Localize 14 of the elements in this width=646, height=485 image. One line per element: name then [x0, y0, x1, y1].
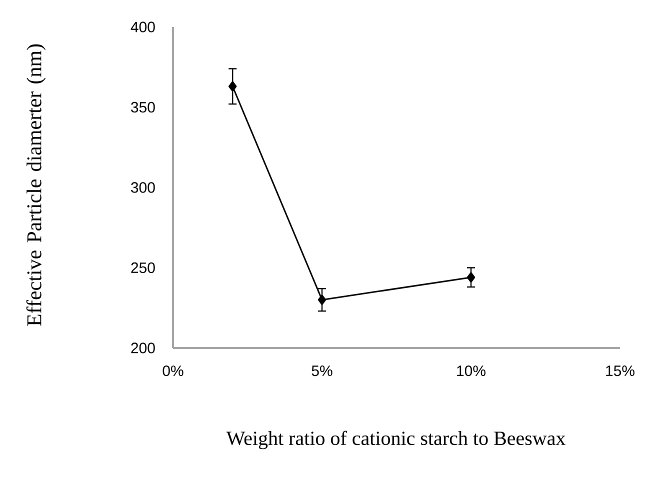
y-tick-label: 250	[131, 262, 155, 274]
point	[318, 294, 326, 306]
y-axis-title: Effective Particle diamerter (nm)	[26, 44, 46, 326]
x-tick-label: 10%	[457, 366, 486, 376]
y-tick-label: 400	[130, 22, 155, 32]
y-tick-label: 300	[131, 182, 155, 193]
x-tick-label: 5%	[312, 366, 332, 376]
x-tick-label: 15%	[606, 366, 634, 376]
x-tick-label: 0%	[162, 366, 184, 376]
point	[228, 81, 237, 92]
y-tick-label: 350	[131, 102, 155, 113]
y-tick-label: 200	[131, 342, 155, 354]
point	[466, 272, 476, 283]
x-axis-title: Weight ratio of cationic starch to Beeswax	[226, 430, 566, 450]
